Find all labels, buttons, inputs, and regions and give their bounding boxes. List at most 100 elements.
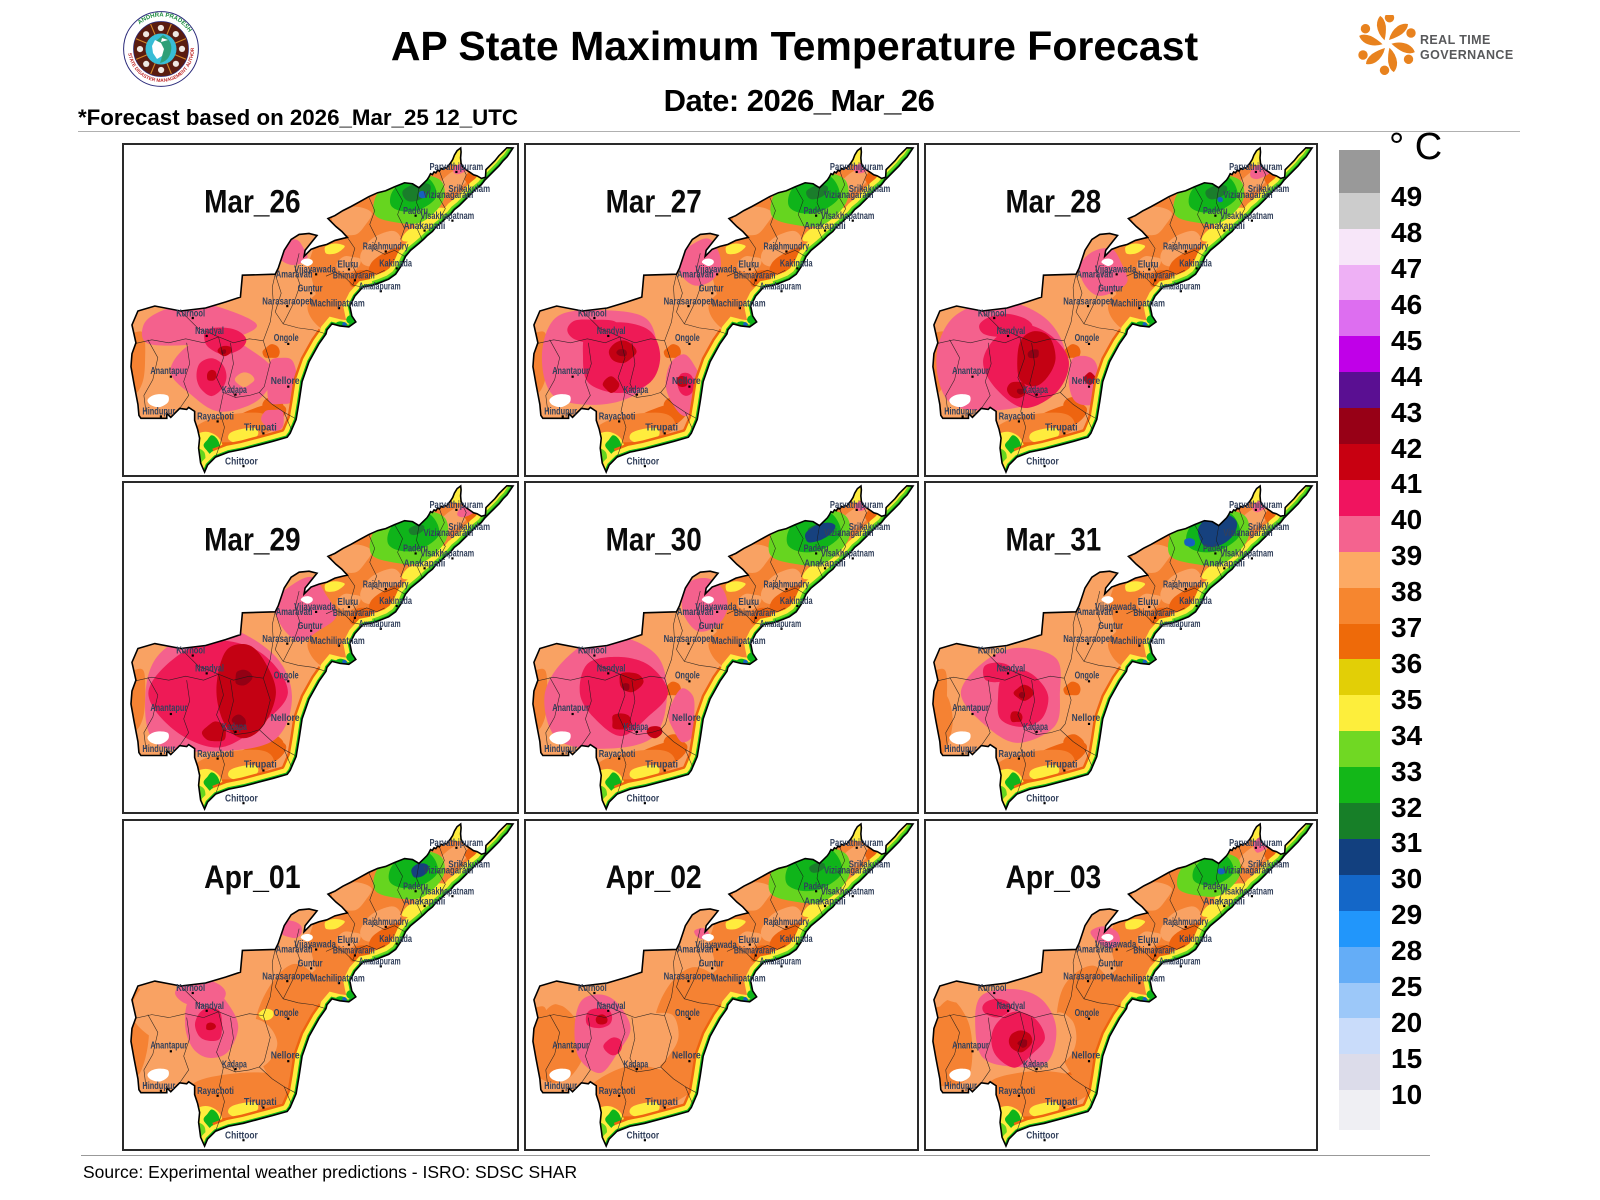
svg-text:Amalapuram: Amalapuram bbox=[1159, 281, 1201, 292]
svg-text:Mar_26: Mar_26 bbox=[204, 183, 301, 220]
svg-text:Narasaraopet: Narasaraopet bbox=[664, 634, 714, 645]
svg-text:Chittoor: Chittoor bbox=[225, 456, 258, 467]
svg-text:Bhimavaram: Bhimavaram bbox=[1133, 608, 1175, 619]
svg-text:Bhimavaram: Bhimavaram bbox=[1133, 946, 1174, 957]
svg-text:Amalapuram: Amalapuram bbox=[1159, 957, 1200, 968]
svg-text:Mar_31: Mar_31 bbox=[1005, 520, 1101, 557]
svg-text:Srikakulam: Srikakulam bbox=[1248, 522, 1290, 533]
svg-text:Ongole: Ongole bbox=[274, 671, 299, 682]
svg-text:Bhimavaram: Bhimavaram bbox=[333, 270, 375, 281]
svg-text:Visakhapatnam: Visakhapatnam bbox=[821, 211, 875, 222]
svg-text:Srikakulam: Srikakulam bbox=[849, 522, 891, 533]
svg-text:Rajahmundry: Rajahmundry bbox=[764, 242, 810, 253]
svg-text:Rajahmundry: Rajahmundry bbox=[1163, 579, 1209, 590]
svg-text:Rajahmundry: Rajahmundry bbox=[363, 917, 409, 928]
svg-text:Anakapalli: Anakapalli bbox=[404, 221, 446, 232]
svg-text:Bhimavaram: Bhimavaram bbox=[1133, 270, 1175, 281]
svg-text:Nellore: Nellore bbox=[271, 713, 300, 724]
svg-text:Nandyal: Nandyal bbox=[997, 1001, 1026, 1012]
svg-text:Tirupati: Tirupati bbox=[1045, 423, 1078, 434]
svg-text:Visakhapatnam: Visakhapatnam bbox=[1220, 211, 1274, 222]
svg-text:Rayachoti: Rayachoti bbox=[999, 1086, 1036, 1097]
svg-text:Hindupur: Hindupur bbox=[944, 1081, 977, 1092]
svg-text:Apr_03: Apr_03 bbox=[1005, 858, 1101, 895]
svg-text:Kakinada: Kakinada bbox=[1179, 259, 1212, 270]
svg-text:Anakapalli: Anakapalli bbox=[1203, 221, 1244, 232]
svg-text:Parvathipuram: Parvathipuram bbox=[1229, 500, 1283, 511]
svg-text:Parvathipuram: Parvathipuram bbox=[429, 838, 483, 849]
svg-text:Ongole: Ongole bbox=[1075, 671, 1100, 682]
svg-text:Amalapuram: Amalapuram bbox=[760, 957, 802, 968]
svg-text:Vijayawada: Vijayawada bbox=[1095, 940, 1137, 951]
svg-text:Paderu: Paderu bbox=[1203, 881, 1228, 892]
svg-text:Nellore: Nellore bbox=[1072, 376, 1101, 387]
svg-text:Parvathipuram: Parvathipuram bbox=[830, 162, 884, 173]
svg-text:REAL TIME: REAL TIME bbox=[1420, 33, 1491, 47]
svg-text:Narasaraopet: Narasaraopet bbox=[1063, 971, 1113, 982]
svg-text:Rajahmundry: Rajahmundry bbox=[363, 579, 409, 590]
svg-text:Guntur: Guntur bbox=[298, 621, 323, 632]
svg-text:Ongole: Ongole bbox=[274, 333, 299, 344]
svg-text:Amaravati: Amaravati bbox=[677, 269, 714, 280]
svg-text:Kadapa: Kadapa bbox=[222, 722, 247, 733]
svg-text:Eluru: Eluru bbox=[738, 597, 759, 608]
svg-text:Kakinada: Kakinada bbox=[1179, 934, 1212, 945]
svg-text:Eluru: Eluru bbox=[1138, 597, 1159, 608]
svg-text:Vizianagaram: Vizianagaram bbox=[1223, 528, 1273, 539]
svg-text:Nandyal: Nandyal bbox=[597, 1001, 626, 1012]
svg-text:Vizianagaram: Vizianagaram bbox=[824, 866, 874, 877]
svg-text:Anantapur: Anantapur bbox=[952, 703, 989, 714]
svg-text:Srikakulam: Srikakulam bbox=[1248, 184, 1290, 195]
svg-text:Guntur: Guntur bbox=[699, 621, 724, 632]
svg-text:Kakinada: Kakinada bbox=[780, 596, 813, 607]
svg-text:Visakhapatnam: Visakhapatnam bbox=[420, 886, 474, 897]
svg-text:Parvathipuram: Parvathipuram bbox=[830, 500, 884, 511]
svg-text:Guntur: Guntur bbox=[298, 959, 323, 970]
svg-text:Vizianagaram: Vizianagaram bbox=[423, 866, 473, 877]
svg-text:Amalapuram: Amalapuram bbox=[359, 619, 401, 630]
svg-text:Vijayawada: Vijayawada bbox=[294, 265, 336, 276]
svg-text:Machilipatnam: Machilipatnam bbox=[311, 298, 365, 309]
svg-text:Kakinada: Kakinada bbox=[1179, 596, 1212, 607]
svg-text:Rayachoti: Rayachoti bbox=[999, 412, 1036, 423]
svg-text:Rayachoti: Rayachoti bbox=[197, 412, 234, 423]
svg-text:Bhimavaram: Bhimavaram bbox=[734, 946, 776, 957]
svg-text:Vijayawada: Vijayawada bbox=[1095, 602, 1137, 613]
svg-text:Visakhapatnam: Visakhapatnam bbox=[420, 211, 474, 222]
svg-text:Paderu: Paderu bbox=[403, 881, 428, 892]
svg-text:Rajahmundry: Rajahmundry bbox=[1163, 917, 1209, 928]
svg-text:Vijayawada: Vijayawada bbox=[294, 940, 336, 951]
svg-text:Vijayawada: Vijayawada bbox=[695, 602, 737, 613]
svg-text:Paderu: Paderu bbox=[403, 206, 428, 217]
svg-text:Amaravati: Amaravati bbox=[1077, 945, 1114, 956]
svg-text:Kadapa: Kadapa bbox=[624, 1059, 649, 1070]
svg-text:Kadapa: Kadapa bbox=[624, 722, 649, 733]
svg-text:Chittoor: Chittoor bbox=[1026, 456, 1059, 467]
svg-text:Rayachoti: Rayachoti bbox=[999, 749, 1036, 760]
svg-text:Hindupur: Hindupur bbox=[944, 744, 977, 755]
svg-text:Hindupur: Hindupur bbox=[142, 1081, 175, 1092]
svg-text:Amaravati: Amaravati bbox=[276, 945, 313, 956]
svg-text:Anantapur: Anantapur bbox=[150, 366, 187, 377]
svg-text:Rajahmundry: Rajahmundry bbox=[1163, 242, 1209, 253]
svg-text:Srikakulam: Srikakulam bbox=[448, 522, 490, 533]
svg-text:Tirupati: Tirupati bbox=[645, 423, 678, 434]
svg-text:Paderu: Paderu bbox=[804, 881, 829, 892]
svg-text:Nellore: Nellore bbox=[271, 376, 300, 387]
svg-text:Guntur: Guntur bbox=[699, 283, 724, 294]
svg-text:Kurnool: Kurnool bbox=[578, 983, 607, 994]
svg-text:Amaravati: Amaravati bbox=[1077, 269, 1114, 280]
svg-text:Eluru: Eluru bbox=[1138, 260, 1159, 271]
svg-text:Vijayawada: Vijayawada bbox=[695, 265, 737, 276]
svg-text:Ongole: Ongole bbox=[274, 1008, 299, 1019]
svg-text:Tirupati: Tirupati bbox=[244, 423, 277, 434]
svg-text:Ongole: Ongole bbox=[1075, 1008, 1100, 1019]
svg-text:Bhimavaram: Bhimavaram bbox=[333, 946, 375, 957]
svg-text:Nellore: Nellore bbox=[672, 376, 701, 387]
svg-text:Apr_01: Apr_01 bbox=[204, 858, 301, 895]
svg-text:Rajahmundry: Rajahmundry bbox=[363, 242, 409, 253]
svg-text:Vijayawada: Vijayawada bbox=[695, 940, 737, 951]
svg-text:Paderu: Paderu bbox=[804, 206, 829, 217]
svg-text:Bhimavaram: Bhimavaram bbox=[333, 608, 375, 619]
svg-text:Guntur: Guntur bbox=[298, 283, 323, 294]
